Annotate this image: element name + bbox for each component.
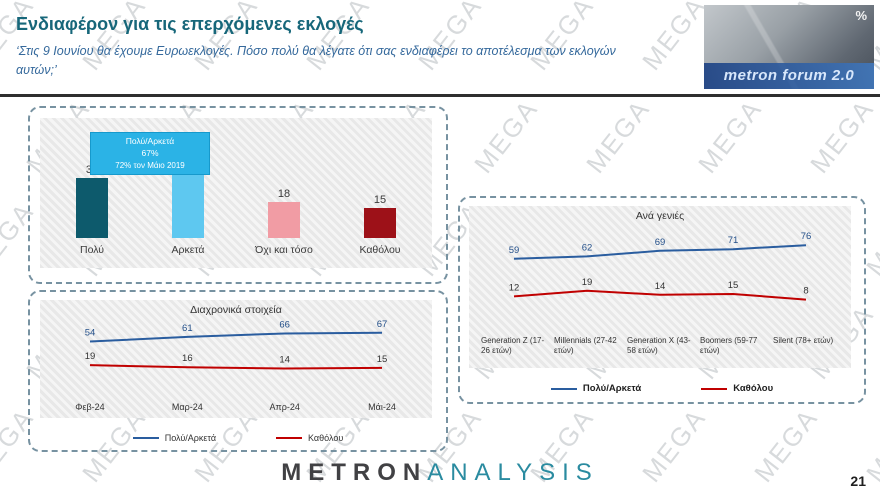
point-value-label: 15 bbox=[728, 280, 739, 291]
point-value-label: 66 bbox=[279, 319, 290, 330]
generations-x-axis-labels: Generation Z (17-26 ετών) Millennials (27… bbox=[469, 336, 851, 362]
x-axis-label: Φεβ-24 bbox=[75, 402, 105, 412]
point-value-label: 62 bbox=[582, 242, 593, 253]
point-value-label: 19 bbox=[582, 277, 593, 288]
bar bbox=[172, 164, 204, 238]
bar bbox=[268, 202, 300, 238]
point-value-label: 69 bbox=[655, 237, 666, 248]
bar bbox=[76, 178, 108, 238]
x-axis-label: Boomers (59-77 ετών) bbox=[700, 336, 758, 355]
legend-line-sample bbox=[701, 387, 728, 390]
poly-arketa-callout: Πολύ/Αρκετά 67% 72% τον Μάιο 2019 bbox=[90, 132, 210, 175]
legend-item: Καθόλου bbox=[701, 383, 773, 394]
point-value-label: 71 bbox=[728, 235, 739, 246]
line-series-0 bbox=[513, 244, 807, 260]
metron-forum-logo: % metron forum 2.0 bbox=[704, 5, 874, 89]
bar-column: 15 Καθόλου bbox=[332, 118, 428, 268]
legend-label: Πολύ/Αρκετά bbox=[582, 383, 642, 394]
x-axis-label: Silent (78+ ετών) bbox=[773, 336, 834, 345]
generations-legend: Πολύ/Αρκετά Καθόλου bbox=[460, 383, 864, 394]
bar-value-label: 15 bbox=[373, 194, 387, 206]
line-series-1 bbox=[513, 289, 807, 301]
trend-legend: Πολύ/Αρκετά Καθόλου bbox=[30, 433, 446, 443]
point-value-label: 14 bbox=[655, 281, 666, 292]
point-value-label: 12 bbox=[509, 282, 520, 293]
bar-stack: 30 bbox=[76, 118, 108, 238]
bar-chart: 30 Πολύ 37 Αρκετά 18 Όχι και τόσο 15 Καθόλου bbox=[40, 118, 432, 268]
x-axis-label: Millennials (27-42 ετών) bbox=[554, 336, 617, 355]
bar-stack: 15 bbox=[364, 118, 396, 238]
page-title: Ενδιαφέρον για τις επερχόμενες εκλογές bbox=[16, 14, 364, 34]
point-value-label: 19 bbox=[85, 351, 96, 362]
legend-line-sample bbox=[132, 437, 159, 439]
line-series-1 bbox=[89, 364, 383, 370]
legend-label: Καθόλου bbox=[733, 383, 774, 394]
generations-chart-area: Ανά γενιές 59 62 69 71 76 12 19 14 15 8 Generatio… bbox=[469, 206, 851, 368]
bar-stack: 18 bbox=[268, 118, 300, 238]
header-divider bbox=[0, 94, 880, 97]
legend-item: Καθόλου bbox=[276, 433, 343, 443]
watermark-text: MEGA bbox=[580, 93, 656, 179]
x-axis-label: Απρ-24 bbox=[269, 402, 300, 412]
point-value-label: 54 bbox=[85, 328, 96, 339]
watermark-text: MEGA bbox=[748, 402, 824, 488]
bar bbox=[364, 208, 396, 238]
x-axis-label: Generation X (43-58 ετών) bbox=[627, 336, 691, 355]
legend-label: Καθόλου bbox=[308, 433, 344, 443]
bar-column: 30 Πολύ bbox=[44, 118, 140, 268]
watermark-text: MEGA bbox=[468, 93, 544, 179]
page-subtitle: ‘Στις 9 Ιουνίου θα έχουμε Ευρωεκλογές. Π… bbox=[16, 44, 616, 77]
bar-value-label: 18 bbox=[277, 188, 291, 200]
point-value-label: 8 bbox=[803, 286, 808, 297]
bar-stack: 37 bbox=[172, 118, 204, 238]
point-value-label: 67 bbox=[377, 319, 388, 330]
trend-x-axis-labels: Φεβ-24 Μαρ-24 Απρ-24 Μάι-24 bbox=[40, 402, 432, 415]
generations-chart-title: Ανά γενιές bbox=[635, 210, 685, 222]
watermark-text: MEGA bbox=[804, 93, 880, 179]
callout-prev-value: 72% τον Μάιο 2019 bbox=[115, 160, 185, 170]
generations-line-chart: 59 62 69 71 76 12 19 14 15 8 bbox=[509, 231, 812, 301]
point-value-label: 76 bbox=[801, 231, 812, 242]
x-axis-label: Μάι-24 bbox=[368, 402, 396, 412]
legend-label: Πολύ/Αρκετά bbox=[164, 433, 217, 443]
panel-generations-chart: Ανά γενιές 59 62 69 71 76 12 19 14 15 8 Generatio… bbox=[458, 196, 866, 404]
trend-line-chart: 54 61 66 67 19 16 14 15 bbox=[85, 319, 388, 370]
bar-column: 18 Όχι και τόσο bbox=[236, 118, 332, 268]
bar-category-label: Όχι και τόσο bbox=[255, 244, 313, 256]
page-number: 21 bbox=[850, 473, 866, 489]
bar-column: 37 Αρκετά bbox=[140, 118, 236, 268]
trend-chart-area: Διαχρονικά στοιχεία 54 61 66 67 19 16 14 15 Φεβ… bbox=[40, 300, 432, 418]
legend-item: Πολύ/Αρκετά bbox=[132, 433, 217, 443]
panel-interest-bar-chart: 30 Πολύ 37 Αρκετά 18 Όχι και τόσο 15 Καθόλου Πο… bbox=[28, 106, 448, 284]
point-value-label: 14 bbox=[279, 355, 290, 366]
bar-category-label: Αρκετά bbox=[171, 244, 205, 256]
watermark-text: MEGA bbox=[692, 93, 768, 179]
logo-metron: METRON bbox=[281, 459, 428, 486]
legend-item: Πολύ/Αρκετά bbox=[550, 383, 642, 394]
header: Ενδιαφέρον για τις επερχόμενες εκλογές ‘… bbox=[0, 0, 880, 94]
percent-symbol: % bbox=[855, 8, 867, 23]
point-value-label: 59 bbox=[509, 245, 520, 256]
point-value-label: 61 bbox=[182, 323, 193, 334]
watermark-text: MEGA bbox=[636, 402, 712, 488]
x-axis-label: Μαρ-24 bbox=[171, 402, 203, 412]
panel-trend-chart: Διαχρονικά στοιχεία 54 61 66 67 19 16 14 15 Φεβ… bbox=[28, 290, 448, 452]
bar-category-label: Καθόλου bbox=[359, 244, 401, 256]
point-value-label: 15 bbox=[377, 354, 388, 365]
callout-value: 67% bbox=[141, 147, 159, 158]
logo-text: metron forum 2.0 bbox=[704, 63, 874, 89]
line-series-0 bbox=[89, 331, 383, 343]
legend-line-sample bbox=[276, 437, 303, 439]
metron-analysis-logo: METRONANALYSIS bbox=[281, 459, 599, 487]
bar-chart-area: 30 Πολύ 37 Αρκετά 18 Όχι και τόσο 15 Καθόλου Πο… bbox=[40, 118, 432, 268]
point-value-label: 16 bbox=[182, 353, 193, 364]
bar-category-label: Πολύ bbox=[80, 244, 104, 256]
callout-label: Πολύ/Αρκετά bbox=[125, 136, 175, 146]
legend-line-sample bbox=[550, 387, 577, 390]
trend-chart-title: Διαχρονικά στοιχεία bbox=[190, 304, 282, 316]
logo-analysis: ANALYSIS bbox=[427, 459, 599, 486]
x-axis-label: Generation Z (17-26 ετών) bbox=[481, 336, 545, 355]
